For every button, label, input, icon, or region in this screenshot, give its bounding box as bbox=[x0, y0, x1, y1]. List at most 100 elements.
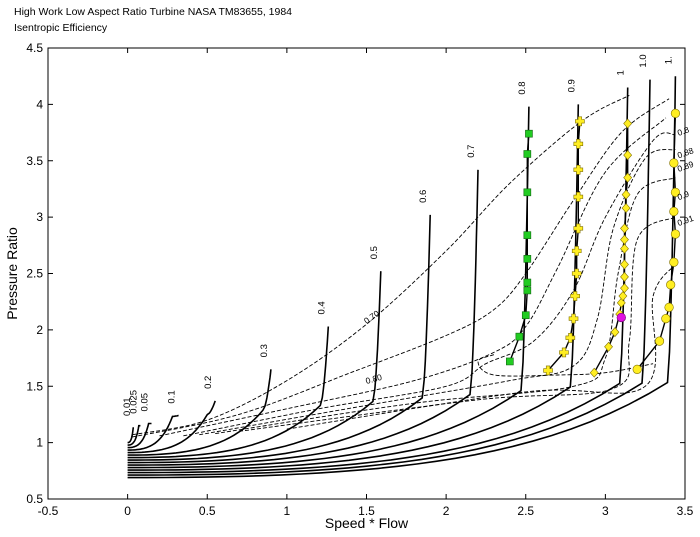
y-tick-label: 3 bbox=[36, 210, 43, 224]
speed-line bbox=[127, 169, 479, 466]
speed-line bbox=[127, 214, 431, 464]
efficiency-contour bbox=[477, 354, 654, 377]
lines-layer bbox=[127, 76, 677, 479]
data-point-diamond bbox=[621, 189, 631, 200]
x-tick-label: 3 bbox=[602, 504, 609, 518]
data-point-cross bbox=[573, 139, 584, 149]
chart-subtitle: Isentropic Efficiency bbox=[14, 22, 108, 34]
data-point-cross bbox=[575, 116, 585, 127]
data-point-circle bbox=[669, 206, 679, 217]
data-point-circle bbox=[669, 257, 679, 267]
efficiency-label: 0.91 bbox=[676, 213, 695, 228]
data-point-square bbox=[523, 188, 532, 197]
y-axis-title: Pressure Ratio bbox=[4, 227, 20, 320]
data-point-diamond bbox=[604, 341, 613, 352]
data-point-cross bbox=[573, 164, 584, 175]
speed-line-label: 1.0 bbox=[638, 54, 649, 67]
efficiency-label: 0.89 bbox=[676, 159, 695, 174]
speed-line bbox=[127, 106, 530, 469]
data-point-square bbox=[506, 357, 514, 366]
y-tick-label: 2 bbox=[36, 323, 43, 337]
speed-line-label: 0.5 bbox=[369, 246, 380, 259]
speed-line-label: 0.1 bbox=[167, 390, 178, 403]
data-point-circle bbox=[654, 336, 665, 346]
data-point-diamond bbox=[623, 172, 633, 183]
speed-line bbox=[127, 424, 141, 446]
y-tick-label: 1 bbox=[36, 436, 43, 450]
data-point-diamond bbox=[623, 150, 633, 161]
efficiency-contour bbox=[239, 216, 676, 432]
efficiency-label: 0.8 bbox=[676, 124, 691, 138]
speed-line-label: 1 bbox=[616, 70, 627, 75]
speed-line bbox=[127, 87, 629, 474]
y-tick-label: 2.5 bbox=[26, 267, 43, 281]
data-point-diamond bbox=[616, 297, 626, 308]
y-tick-label: 4 bbox=[36, 97, 43, 111]
speed-line-label: 0.6 bbox=[418, 190, 429, 203]
speed-line-label: 0.7 bbox=[466, 145, 477, 158]
speed-line bbox=[127, 400, 216, 454]
data-point-circle bbox=[670, 187, 681, 197]
data-point-cross bbox=[565, 332, 576, 343]
speed-line-label: 0.2 bbox=[203, 376, 214, 389]
data-point-diamond bbox=[623, 118, 633, 129]
x-tick-label: 1.5 bbox=[358, 504, 375, 518]
chart-header: High Work Low Aspect Ratio Turbine NASA … bbox=[14, 4, 292, 36]
speed-line-label: 0.01 bbox=[122, 397, 133, 416]
data-point-circle bbox=[670, 229, 681, 239]
speed-line bbox=[127, 414, 179, 451]
speed-line bbox=[127, 326, 330, 459]
axes-layer: -0.5 0 0.5 1 1.5 2 2.5 3 3.5 0.5 1 1.5 2 2.5 3 3.5 4 4.5 S… bbox=[4, 41, 694, 531]
x-tick-label: 0.5 bbox=[199, 504, 216, 518]
data-point-diamond bbox=[618, 291, 628, 302]
speed-line bbox=[127, 104, 580, 471]
x-axis-title: Speed * Flow bbox=[325, 515, 409, 531]
x-tick-label: 1 bbox=[284, 504, 291, 518]
data-point-circle bbox=[616, 312, 626, 323]
efficiency-contour bbox=[159, 117, 667, 437]
data-point-cross bbox=[573, 192, 584, 202]
x-tick-label: 0 bbox=[124, 504, 131, 518]
speed-line-label: 0.025 bbox=[128, 390, 139, 414]
efficiency-contour bbox=[132, 95, 630, 436]
data-point-square bbox=[525, 129, 533, 138]
data-point-circle bbox=[666, 280, 676, 290]
data-point-diamond bbox=[620, 223, 629, 234]
data-point-cross bbox=[573, 223, 584, 234]
chart-title: High Work Low Aspect Ratio Turbine NASA … bbox=[14, 6, 293, 18]
data-point-square bbox=[515, 332, 524, 341]
x-tick-label: 3.5 bbox=[677, 504, 694, 518]
efficiency-contour bbox=[286, 264, 676, 430]
data-point-diamond bbox=[620, 283, 629, 294]
data-point-square bbox=[523, 150, 532, 158]
data-point-square bbox=[523, 231, 532, 239]
efficiency-label: 0.9 bbox=[676, 189, 691, 203]
data-point-circle bbox=[664, 302, 674, 312]
efficiency-contour bbox=[199, 149, 676, 436]
speed-line bbox=[127, 422, 152, 449]
data-point-square bbox=[523, 278, 532, 287]
speed-line bbox=[127, 79, 651, 476]
data-point-cross bbox=[571, 268, 582, 279]
data-point-square bbox=[523, 255, 532, 263]
data-point-circle bbox=[632, 364, 642, 374]
speed-line bbox=[127, 271, 382, 461]
y-tick-label: 1.5 bbox=[26, 379, 43, 393]
x-tick-label: 2 bbox=[443, 504, 450, 518]
data-point-diamond bbox=[620, 271, 629, 282]
speed-line-label: 0.8 bbox=[517, 81, 528, 94]
efficiency-label: 0.88 bbox=[676, 145, 695, 160]
y-tick-label: 3.5 bbox=[26, 154, 43, 168]
data-series-line bbox=[509, 133, 530, 362]
speed-line bbox=[127, 369, 272, 456]
y-tick-label: 0.5 bbox=[26, 492, 43, 506]
data-point-cross bbox=[543, 365, 553, 376]
data-point-square bbox=[523, 286, 532, 295]
data-point-square bbox=[521, 311, 530, 320]
markers-layer bbox=[506, 108, 681, 378]
data-point-diamond bbox=[620, 259, 629, 270]
speed-line-label: 0.9 bbox=[566, 79, 577, 92]
x-tick-label: 2.5 bbox=[517, 504, 534, 518]
data-point-cross bbox=[568, 313, 579, 324]
